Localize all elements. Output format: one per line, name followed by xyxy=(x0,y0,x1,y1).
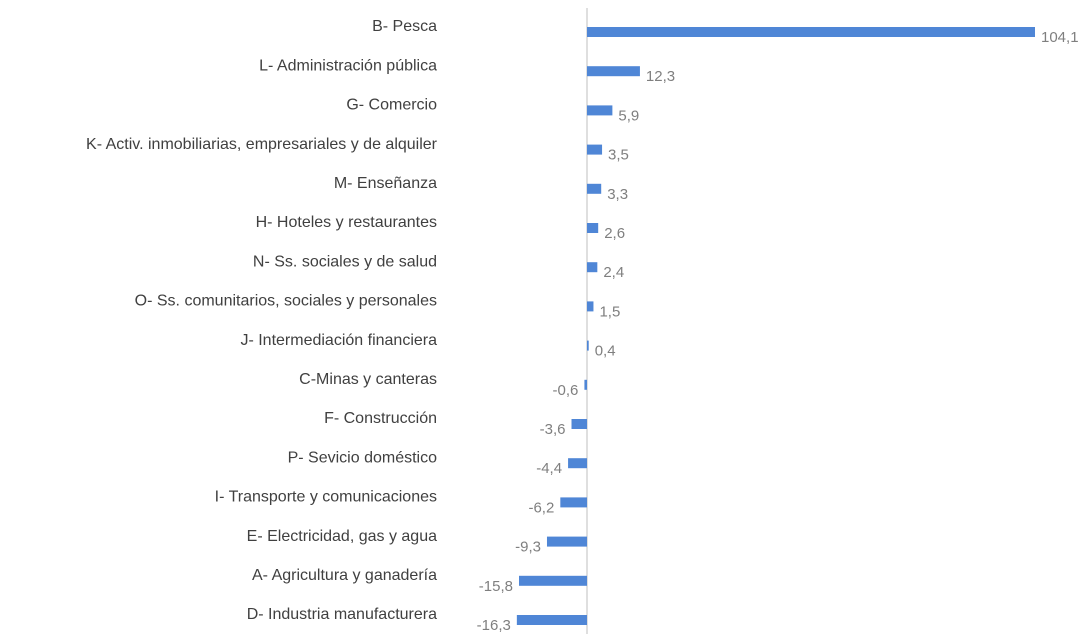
category-label: P- Sevicio doméstico xyxy=(288,449,437,466)
bar xyxy=(568,458,587,469)
bar xyxy=(516,615,587,625)
category-label: M- Enseñanza xyxy=(334,175,437,192)
bar xyxy=(587,27,1035,37)
bar xyxy=(587,301,594,312)
value-label: -0,6 xyxy=(553,382,579,399)
bar xyxy=(519,575,587,586)
value-label: 104,1 xyxy=(1041,29,1079,46)
category-label: H- Hoteles y restaurantes xyxy=(256,214,437,231)
bar xyxy=(546,536,587,547)
bar xyxy=(587,340,589,351)
category-label: O- Ss. comunitarios, sociales y personal… xyxy=(135,293,437,310)
category-label: C-Minas y canteras xyxy=(299,371,437,388)
value-label: 5,9 xyxy=(618,107,639,124)
category-label: J- Intermediación financiera xyxy=(240,332,437,349)
value-label: -3,6 xyxy=(540,421,566,438)
value-label: -4,4 xyxy=(536,460,562,477)
category-label: L- Administración pública xyxy=(259,57,437,74)
category-label: F- Construcción xyxy=(324,410,437,427)
value-label: 3,5 xyxy=(608,147,629,164)
category-label: B- Pesca xyxy=(372,18,437,35)
category-label: N- Ss. sociales y de salud xyxy=(253,253,437,270)
bar xyxy=(587,105,613,116)
category-label: A- Agricultura y ganadería xyxy=(252,567,437,584)
bar xyxy=(584,379,587,390)
value-label: 2,6 xyxy=(604,225,625,242)
category-label: K- Activ. inmobiliarias, empresariales y… xyxy=(86,136,438,153)
category-label: E- Electricidad, gas y agua xyxy=(247,528,437,545)
bar xyxy=(587,223,599,233)
category-label: G- Comercio xyxy=(346,97,437,114)
value-label: 1,5 xyxy=(599,303,620,320)
value-label: -9,3 xyxy=(515,539,541,556)
category-label: D- Industria manufacturera xyxy=(247,606,437,623)
bar xyxy=(587,66,640,77)
value-label: 12,3 xyxy=(646,68,675,85)
category-label: I- Transporte y comunicaciones xyxy=(215,489,437,506)
value-label: -16,3 xyxy=(477,617,511,634)
value-label: -15,8 xyxy=(479,578,513,595)
bar xyxy=(587,262,598,273)
value-label: 3,3 xyxy=(607,186,628,203)
value-label: 0,4 xyxy=(595,343,616,360)
value-label: 2,4 xyxy=(603,264,624,281)
bar xyxy=(587,183,602,194)
bar xyxy=(587,144,603,155)
bar xyxy=(560,497,587,508)
value-label: -6,2 xyxy=(528,499,554,516)
bar xyxy=(571,419,587,429)
